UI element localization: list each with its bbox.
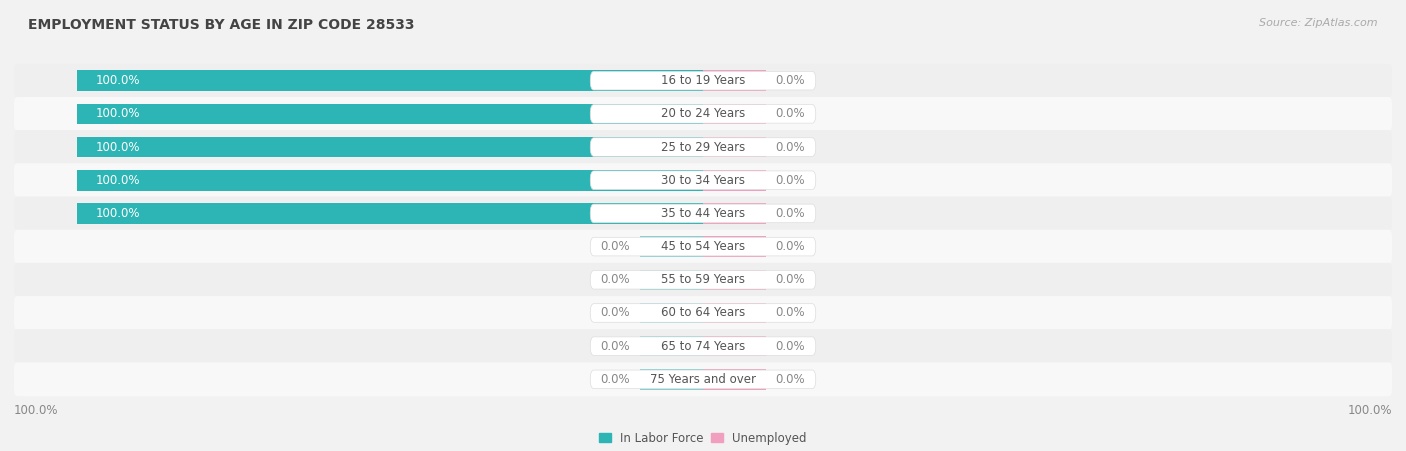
Text: 0.0%: 0.0% (776, 107, 806, 120)
Text: EMPLOYMENT STATUS BY AGE IN ZIP CODE 28533: EMPLOYMENT STATUS BY AGE IN ZIP CODE 285… (28, 18, 415, 32)
Text: 100.0%: 100.0% (96, 74, 141, 87)
Text: 20 to 24 Years: 20 to 24 Years (661, 107, 745, 120)
Bar (77, 170, 703, 190)
FancyBboxPatch shape (14, 64, 1392, 97)
Bar (77, 137, 703, 157)
Bar (703, 336, 766, 356)
Text: 0.0%: 0.0% (776, 141, 806, 153)
FancyBboxPatch shape (14, 163, 1392, 197)
FancyBboxPatch shape (14, 230, 1392, 263)
FancyBboxPatch shape (591, 271, 815, 289)
Bar (703, 170, 766, 190)
Text: 35 to 44 Years: 35 to 44 Years (661, 207, 745, 220)
FancyBboxPatch shape (591, 304, 815, 322)
Legend: In Labor Force, Unemployed: In Labor Force, Unemployed (595, 427, 811, 449)
Bar (703, 270, 766, 290)
Bar (703, 137, 766, 157)
Text: 16 to 19 Years: 16 to 19 Years (661, 74, 745, 87)
FancyBboxPatch shape (14, 97, 1392, 131)
FancyBboxPatch shape (591, 71, 815, 90)
Bar (640, 336, 703, 356)
FancyBboxPatch shape (591, 370, 815, 389)
Text: 100.0%: 100.0% (96, 207, 141, 220)
Bar (703, 203, 766, 224)
Text: 0.0%: 0.0% (776, 240, 806, 253)
FancyBboxPatch shape (14, 296, 1392, 330)
Text: 75 Years and over: 75 Years and over (650, 373, 756, 386)
Text: 0.0%: 0.0% (600, 373, 630, 386)
Text: 55 to 59 Years: 55 to 59 Years (661, 273, 745, 286)
FancyBboxPatch shape (591, 237, 815, 256)
Text: 60 to 64 Years: 60 to 64 Years (661, 307, 745, 319)
Bar (640, 369, 703, 390)
Text: 45 to 54 Years: 45 to 54 Years (661, 240, 745, 253)
FancyBboxPatch shape (14, 130, 1392, 164)
Text: 100.0%: 100.0% (96, 174, 141, 187)
Bar (640, 270, 703, 290)
Text: 0.0%: 0.0% (776, 273, 806, 286)
Bar (640, 303, 703, 323)
Text: 100.0%: 100.0% (96, 141, 141, 153)
Text: 100.0%: 100.0% (96, 107, 141, 120)
Text: 0.0%: 0.0% (776, 207, 806, 220)
Text: 30 to 34 Years: 30 to 34 Years (661, 174, 745, 187)
Text: 0.0%: 0.0% (776, 74, 806, 87)
Text: 0.0%: 0.0% (600, 240, 630, 253)
Text: 0.0%: 0.0% (600, 273, 630, 286)
FancyBboxPatch shape (591, 171, 815, 189)
Text: 65 to 74 Years: 65 to 74 Years (661, 340, 745, 353)
Text: 25 to 29 Years: 25 to 29 Years (661, 141, 745, 153)
FancyBboxPatch shape (591, 105, 815, 123)
Text: 0.0%: 0.0% (776, 174, 806, 187)
FancyBboxPatch shape (14, 363, 1392, 396)
Bar (77, 70, 703, 91)
Text: 100.0%: 100.0% (14, 404, 59, 417)
FancyBboxPatch shape (14, 329, 1392, 363)
Bar (703, 70, 766, 91)
Bar (77, 203, 703, 224)
Bar (703, 104, 766, 124)
Bar (77, 104, 703, 124)
FancyBboxPatch shape (14, 263, 1392, 297)
Text: 100.0%: 100.0% (1347, 404, 1392, 417)
Bar (703, 236, 766, 257)
Text: 0.0%: 0.0% (776, 307, 806, 319)
FancyBboxPatch shape (591, 204, 815, 223)
Text: 0.0%: 0.0% (776, 340, 806, 353)
Bar (703, 303, 766, 323)
FancyBboxPatch shape (14, 197, 1392, 230)
FancyBboxPatch shape (591, 138, 815, 156)
Text: Source: ZipAtlas.com: Source: ZipAtlas.com (1260, 18, 1378, 28)
Text: 0.0%: 0.0% (600, 340, 630, 353)
Bar (640, 236, 703, 257)
Text: 0.0%: 0.0% (776, 373, 806, 386)
Text: 0.0%: 0.0% (600, 307, 630, 319)
FancyBboxPatch shape (591, 337, 815, 355)
Bar (703, 369, 766, 390)
